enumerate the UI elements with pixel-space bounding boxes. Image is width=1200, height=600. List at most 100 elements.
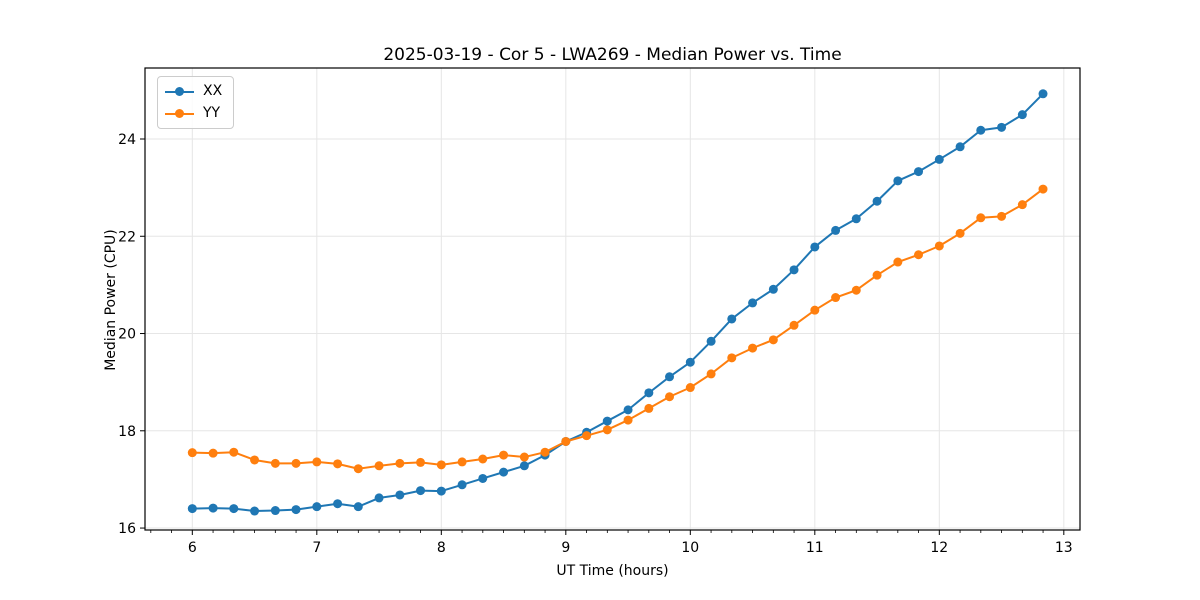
data-point-xx — [208, 503, 218, 513]
legend-item-xx: XX — [165, 83, 222, 100]
data-point-yy — [893, 257, 903, 267]
legend-label-xx: XX — [203, 83, 223, 99]
line-marker-sample-icon — [165, 108, 194, 119]
data-point-xx — [374, 493, 384, 503]
data-point-yy — [706, 369, 716, 379]
data-point-xx — [436, 486, 446, 496]
data-point-yy — [623, 415, 633, 425]
data-point-xx — [333, 499, 343, 509]
data-point-xx — [1038, 89, 1048, 99]
data-point-xx — [685, 357, 695, 367]
data-point-yy — [395, 458, 405, 468]
data-point-xx — [250, 506, 260, 516]
data-point-xx — [395, 490, 405, 500]
data-point-yy — [229, 447, 239, 457]
data-point-xx — [810, 242, 820, 252]
data-point-yy — [685, 383, 695, 393]
data-point-xx — [997, 122, 1007, 132]
data-point-xx — [187, 504, 197, 514]
data-point-xx — [229, 504, 239, 514]
data-point-xx — [727, 314, 737, 324]
x-tick-label: 13 — [1055, 540, 1073, 556]
data-point-xx — [312, 502, 322, 512]
legend: XX YY — [157, 76, 235, 129]
x-tick-label: 7 — [312, 540, 321, 556]
data-point-yy — [208, 448, 218, 458]
data-point-yy — [727, 353, 737, 363]
data-point-xx — [665, 372, 675, 382]
data-point-yy — [499, 450, 509, 460]
x-tick-label: 6 — [188, 540, 197, 556]
data-point-yy — [914, 250, 924, 260]
data-point-yy — [436, 460, 446, 470]
data-point-yy — [665, 392, 675, 402]
data-point-yy — [831, 293, 841, 303]
data-point-yy — [602, 425, 612, 435]
data-point-xx — [291, 505, 301, 515]
x-tick-label: 12 — [930, 540, 948, 556]
data-point-yy — [872, 270, 882, 280]
data-point-yy — [997, 211, 1007, 221]
data-point-xx — [602, 416, 612, 426]
data-point-yy — [353, 464, 363, 474]
series-line-yy — [191, 188, 1045, 470]
data-point-xx — [644, 388, 654, 398]
data-point-yy — [312, 457, 322, 467]
x-tick-label: 10 — [681, 540, 699, 556]
legend-dot-swatch — [175, 109, 184, 118]
data-point-yy — [789, 320, 799, 330]
y-tick-label: 22 — [118, 229, 136, 245]
data-point-xx — [872, 196, 882, 206]
data-point-yy — [955, 228, 965, 238]
data-point-yy — [851, 285, 861, 295]
data-point-yy — [1017, 200, 1027, 210]
legend-label-yy: YY — [203, 105, 221, 121]
data-point-yy — [582, 431, 592, 441]
data-point-xx — [1017, 110, 1027, 120]
data-point-yy — [934, 241, 944, 251]
data-point-yy — [540, 447, 550, 457]
data-point-xx — [934, 154, 944, 164]
x-tick-label: 9 — [561, 540, 570, 556]
data-point-yy — [810, 305, 820, 315]
data-point-xx — [851, 214, 861, 224]
data-point-xx — [706, 336, 716, 346]
data-point-xx — [789, 265, 799, 275]
data-point-xx — [478, 473, 488, 483]
data-point-xx — [519, 461, 529, 471]
data-point-yy — [644, 403, 654, 413]
data-point-xx — [955, 142, 965, 152]
data-point-yy — [1038, 184, 1048, 194]
data-point-xx — [748, 298, 758, 308]
data-point-xx — [623, 405, 633, 415]
data-point-xx — [270, 506, 280, 516]
y-tick-label: 16 — [118, 521, 136, 537]
y-axis-label: Median Power (CPU) — [103, 229, 119, 371]
data-point-xx — [499, 467, 509, 477]
data-point-xx — [768, 284, 778, 294]
data-point-yy — [291, 458, 301, 468]
legend-item-yy: YY — [165, 105, 222, 122]
legend-dot-swatch — [175, 87, 184, 96]
data-point-xx — [353, 502, 363, 512]
x-axis-label: UT Time (hours) — [556, 563, 669, 579]
axes-frame — [144, 67, 1081, 531]
data-point-yy — [748, 343, 758, 353]
data-point-xx — [416, 486, 426, 496]
x-tick-label: 11 — [806, 540, 824, 556]
series-line-xx — [191, 92, 1045, 513]
data-point-yy — [976, 213, 986, 223]
data-point-yy — [270, 458, 280, 468]
y-tick-label: 18 — [118, 424, 136, 440]
data-point-yy — [478, 454, 488, 464]
y-tick-label: 24 — [118, 132, 136, 148]
y-tick-label: 20 — [118, 327, 136, 343]
data-point-yy — [333, 459, 343, 469]
data-point-yy — [457, 457, 467, 467]
data-point-xx — [457, 480, 467, 490]
data-point-xx — [914, 167, 924, 177]
line-marker-sample-icon — [165, 86, 194, 97]
data-point-yy — [250, 455, 260, 465]
